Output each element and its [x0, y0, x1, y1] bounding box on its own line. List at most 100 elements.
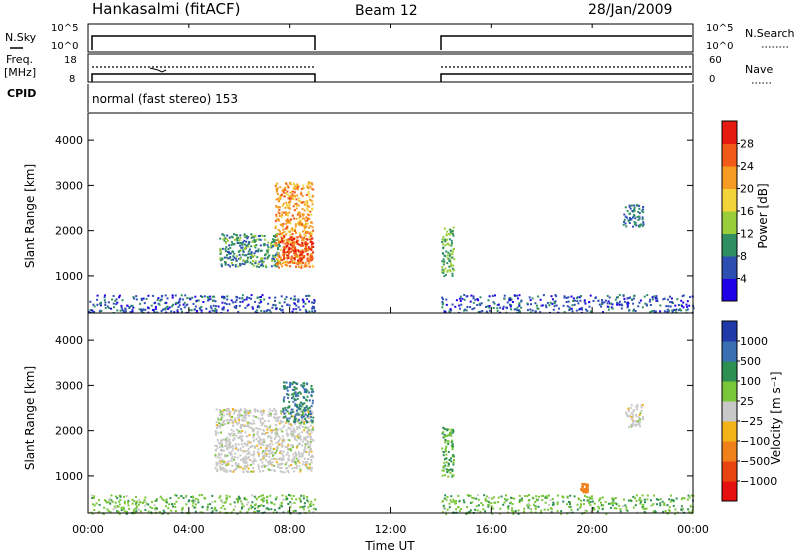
- velocity-cell-0: [258, 442, 261, 445]
- velocity-cell-3: [628, 426, 631, 429]
- power-cell-5: [623, 300, 626, 303]
- velocity-cell-2: [451, 448, 454, 451]
- velocity-cell-5: [638, 499, 641, 502]
- velocity-cell-0: [230, 428, 233, 431]
- velocity-colorbar-label: Velocity [m s⁻¹]: [769, 371, 783, 464]
- power-cell-2: [283, 235, 286, 238]
- velocity-y-tick-label: 1000: [55, 470, 83, 483]
- velocity-cell-3: [638, 421, 641, 424]
- velocity-cell-5: [487, 504, 490, 506]
- power-cell-1: [304, 262, 307, 264]
- power-cell-5: [215, 309, 218, 312]
- velocity-cell-5: [477, 498, 480, 501]
- velocity-cell-1: [294, 417, 297, 420]
- power-cell-3: [444, 273, 447, 276]
- power-cell-5: [140, 297, 143, 300]
- velocity-cell-0: [219, 410, 222, 413]
- velocity-cell-5: [194, 500, 197, 502]
- velocity-cell-0: [220, 439, 223, 442]
- power-cell-5: [269, 311, 272, 314]
- velocity-cell-5: [137, 508, 140, 511]
- power-cell-5: [465, 295, 468, 298]
- power-cell-3: [444, 267, 447, 270]
- velocity-cell-0: [234, 419, 237, 421]
- power-cell-3: [448, 269, 451, 272]
- power-cell-5: [289, 297, 292, 300]
- velocity-cell-5: [674, 508, 677, 511]
- velocity-cell-5: [250, 504, 252, 507]
- power-cell-2: [291, 242, 294, 245]
- power-cell-0: [234, 257, 237, 260]
- power-cell-2: [293, 250, 296, 253]
- velocity-cell-5: [528, 494, 530, 496]
- velocity-cell-5: [627, 499, 630, 502]
- velocity-cell-0: [290, 444, 293, 446]
- velocity-cell-0: [241, 435, 244, 438]
- power-cell-2: [293, 262, 296, 264]
- velocity-cell-0: [225, 443, 228, 446]
- power-cell-1: [275, 242, 278, 245]
- power-cell-5: [493, 302, 496, 305]
- power-cell-0: [277, 248, 280, 251]
- power-cell-2: [289, 236, 292, 239]
- velocity-cell-0: [249, 446, 252, 448]
- power-cell-5: [674, 304, 677, 307]
- velocity-cell-0: [232, 434, 235, 437]
- velocity-cell-5: [682, 507, 684, 510]
- velocity-cell-2: [444, 474, 446, 477]
- velocity-cell-1: [283, 396, 286, 399]
- velocity-cell-0: [257, 453, 260, 456]
- velocity-cell-0: [306, 435, 309, 438]
- velocity-cell-0: [258, 437, 261, 440]
- velocity-cell-1: [312, 416, 315, 419]
- power-cell-2: [287, 254, 290, 256]
- power-cell-3: [442, 243, 445, 246]
- velocity-cell-0: [279, 470, 282, 473]
- power-cell-1: [275, 183, 278, 186]
- velocity-cell-5: [506, 498, 509, 501]
- power-cell-5: [479, 296, 482, 299]
- power-cell-5: [173, 311, 176, 314]
- power-cell-5: [181, 310, 183, 313]
- power-cell-5: [458, 304, 461, 307]
- velocity-cell-0: [247, 440, 250, 443]
- power-cell-3: [448, 265, 451, 268]
- power-cell-2: [310, 249, 313, 252]
- power-cell-4: [633, 221, 636, 223]
- velocity-cell-1: [310, 391, 313, 394]
- velocity-cell-0: [252, 415, 255, 417]
- power-cell-4: [638, 217, 641, 220]
- power-cell-0: [230, 261, 233, 264]
- power-cell-1: [295, 204, 298, 207]
- power-cell-1: [284, 261, 287, 264]
- velocity-cell-5: [169, 497, 172, 500]
- power-cell-1: [308, 257, 310, 260]
- power-cell-2: [306, 257, 309, 260]
- velocity-cell-1: [304, 418, 307, 421]
- power-cell-0: [270, 244, 273, 247]
- velocity-cell-0: [256, 444, 259, 447]
- velocity-cell-3: [625, 412, 628, 415]
- velocity-cell-3: [638, 416, 640, 419]
- power-cell-4: [623, 218, 626, 221]
- power-cell-1: [306, 254, 309, 257]
- power-cell-5: [147, 306, 149, 309]
- power-cell-5: [98, 310, 101, 313]
- power-cell-1: [311, 226, 314, 229]
- velocity-cell-0: [254, 408, 256, 411]
- velocity-cell-5: [289, 501, 292, 504]
- power-cell-1: [285, 211, 287, 214]
- velocity-cell-0: [276, 420, 279, 423]
- power-cell-5: [308, 310, 311, 313]
- power-cell-1: [283, 256, 286, 259]
- power-cell-1: [288, 204, 291, 207]
- velocity-cell-5: [509, 501, 512, 504]
- power-cell-1: [295, 202, 298, 205]
- velocity-cell-5: [469, 494, 472, 497]
- velocity-cell-0: [272, 454, 274, 457]
- velocity-cell-0: [272, 457, 275, 460]
- power-cell-5: [491, 295, 494, 297]
- velocity-cell-4: [587, 488, 589, 491]
- power-cell-5: [626, 306, 629, 309]
